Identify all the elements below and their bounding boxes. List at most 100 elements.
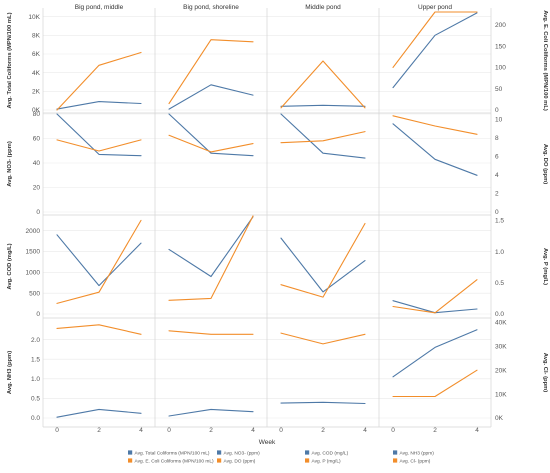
series-line-row4-orange-col2 bbox=[168, 330, 254, 335]
left-tick-row2-4: 60 bbox=[33, 136, 41, 143]
column-title-1: Big pond, middle bbox=[75, 4, 124, 11]
left-tick-row1-5: 8K bbox=[32, 33, 41, 40]
left-axis-label-row2: Avg. NO3- (ppm) bbox=[7, 141, 13, 187]
legend-swatch-6 bbox=[305, 458, 310, 463]
series-line-row3-orange-col3 bbox=[280, 222, 366, 298]
series-line-row1-orange-col2 bbox=[168, 39, 254, 105]
series-line-row4-blue-col2 bbox=[168, 408, 254, 417]
x-tick-col1-1: 0 bbox=[55, 427, 59, 434]
right-tick-row3-4: 1.5 bbox=[495, 218, 504, 225]
legend-swatch-7 bbox=[393, 450, 398, 455]
right-axis-label-row4: Avg. Cl- (ppm) bbox=[542, 353, 548, 392]
left-tick-row1-4: 6K bbox=[32, 51, 41, 58]
x-tick-col1-2: 2 bbox=[97, 427, 101, 434]
left-tick-row4-2: 0.5 bbox=[31, 396, 40, 403]
series-line-row2-orange-col4 bbox=[392, 115, 478, 135]
right-tick-row1-2: 50 bbox=[495, 86, 503, 93]
left-tick-row4-4: 1.5 bbox=[31, 356, 40, 363]
x-tick-col3-2: 2 bbox=[321, 427, 325, 434]
right-tick-row3-1: 0.0 bbox=[495, 311, 504, 318]
right-tick-row4-3: 20K bbox=[495, 367, 507, 374]
x-tick-col2-2: 2 bbox=[209, 427, 213, 434]
series-line-row3-orange-col4 bbox=[392, 279, 478, 314]
legend-label-6: Avg. P (mg/L) bbox=[312, 458, 342, 464]
series-line-row3-blue-col4 bbox=[392, 300, 478, 314]
column-title-4: Upper pond bbox=[418, 4, 452, 11]
series-line-row2-blue-col3 bbox=[280, 113, 366, 159]
left-axis-label-row1: Avg. Total Coliforms (MPN/100 mL) bbox=[7, 12, 13, 108]
legend-swatch-4 bbox=[217, 458, 222, 463]
legend-label-7: Avg. NH3 (ppm) bbox=[400, 450, 435, 456]
series-line-row3-orange-col2 bbox=[168, 215, 254, 301]
right-axis-label-row3: Avg. P (mg/L) bbox=[542, 248, 548, 285]
legend-label-3: Avg. NO3- (ppm) bbox=[224, 450, 261, 456]
series-line-row4-orange-col1 bbox=[56, 324, 142, 335]
series-line-row4-blue-col4 bbox=[392, 329, 478, 378]
series-line-row4-blue-col3 bbox=[280, 401, 366, 405]
right-tick-row2-3: 4 bbox=[495, 172, 499, 179]
right-tick-row3-2: 0.5 bbox=[495, 280, 504, 287]
right-axis-label-row2: Avg. DO (ppm) bbox=[542, 144, 548, 184]
series-line-row2-orange-col3 bbox=[280, 131, 366, 144]
series-line-row2-orange-col2 bbox=[168, 134, 254, 153]
series-line-row1-orange-col3 bbox=[280, 60, 366, 109]
column-title-3: Middle pond bbox=[305, 4, 341, 11]
series-line-row3-orange-col1 bbox=[56, 219, 142, 304]
left-tick-row3-5: 2000 bbox=[26, 228, 41, 235]
legend-swatch-1 bbox=[128, 450, 133, 455]
series-line-row1-orange-col4 bbox=[392, 11, 478, 68]
series-line-row1-blue-col3 bbox=[280, 104, 366, 107]
legend-swatch-2 bbox=[128, 458, 133, 463]
series-line-row3-blue-col3 bbox=[280, 237, 366, 293]
left-tick-row1-2: 2K bbox=[32, 89, 41, 96]
left-tick-row2-5: 80 bbox=[33, 111, 41, 118]
series-line-row3-blue-col2 bbox=[168, 216, 254, 278]
left-tick-row1-1: 0K bbox=[32, 107, 41, 114]
series-line-row2-blue-col2 bbox=[168, 113, 254, 157]
left-tick-row1-6: 10K bbox=[28, 14, 40, 21]
left-tick-row3-1: 0 bbox=[36, 311, 40, 318]
series-line-row1-orange-col1 bbox=[56, 51, 142, 111]
x-tick-col3-3: 4 bbox=[363, 427, 367, 434]
left-tick-row4-1: 0.0 bbox=[31, 415, 40, 422]
series-line-row1-blue-col4 bbox=[392, 12, 478, 89]
legend-label-4: Avg. DO (ppm) bbox=[224, 458, 256, 464]
left-tick-row3-3: 1000 bbox=[26, 269, 41, 276]
x-tick-col2-3: 4 bbox=[251, 427, 255, 434]
right-tick-row1-1: 0 bbox=[495, 107, 499, 114]
right-tick-row4-4: 30K bbox=[495, 343, 507, 350]
left-tick-row2-1: 0 bbox=[36, 209, 40, 216]
left-axis-label-row3: Avg. COD (mg/L) bbox=[7, 243, 13, 289]
legend-swatch-5 bbox=[305, 450, 310, 455]
x-tick-col4-1: 0 bbox=[391, 427, 395, 434]
legend-label-8: Avg. Cl- (ppm) bbox=[400, 458, 431, 464]
left-tick-row2-3: 40 bbox=[33, 160, 41, 167]
series-line-row1-blue-col1 bbox=[56, 101, 142, 110]
x-tick-col1-3: 4 bbox=[139, 427, 143, 434]
legend-swatch-8 bbox=[393, 458, 398, 463]
left-tick-row3-2: 500 bbox=[29, 290, 40, 297]
column-title-2: Big pond, shoreline bbox=[183, 4, 239, 11]
series-line-row2-blue-col4 bbox=[392, 123, 478, 176]
right-tick-row1-5: 200 bbox=[495, 22, 506, 29]
right-tick-row2-5: 8 bbox=[495, 135, 499, 142]
right-tick-row4-2: 10K bbox=[495, 391, 507, 398]
right-tick-row3-3: 1.0 bbox=[495, 249, 504, 256]
left-tick-row1-3: 4K bbox=[32, 70, 41, 77]
right-tick-row1-4: 150 bbox=[495, 43, 506, 50]
legend-swatch-3 bbox=[217, 450, 222, 455]
x-tick-col4-3: 4 bbox=[475, 427, 479, 434]
right-tick-row2-4: 6 bbox=[495, 154, 499, 161]
series-line-row2-orange-col1 bbox=[56, 139, 142, 152]
series-line-row4-orange-col3 bbox=[280, 332, 366, 345]
x-tick-col2-1: 0 bbox=[167, 427, 171, 434]
right-axis-label-row1: Avg. E. Coli Coliforms (MPN/100 mL) bbox=[542, 10, 548, 111]
right-tick-row2-2: 2 bbox=[495, 191, 499, 198]
left-tick-row2-2: 20 bbox=[33, 185, 41, 192]
x-tick-col4-2: 2 bbox=[433, 427, 437, 434]
left-tick-row4-3: 1.0 bbox=[31, 376, 40, 383]
left-axis-label-row4: Avg. NH3 (ppm) bbox=[7, 351, 13, 394]
series-line-row4-orange-col4 bbox=[392, 369, 478, 398]
left-tick-row4-5: 2.0 bbox=[31, 337, 40, 344]
